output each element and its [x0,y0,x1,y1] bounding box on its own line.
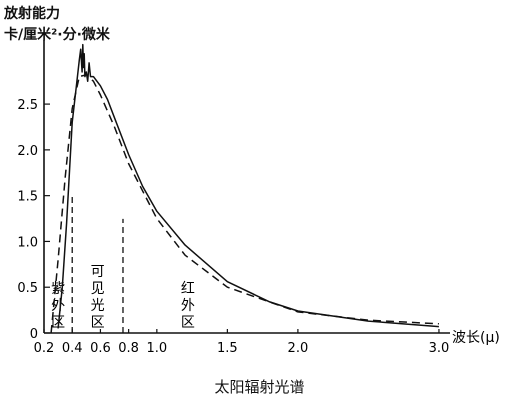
y-tick-label: 0 [30,327,38,342]
y-axis-label-line2: 卡/厘米²·分·微米 [4,27,110,43]
y-axis-label-line1: 放射能力 [4,6,60,22]
series-line-dashed [50,74,439,334]
region-label: 可见光区 [91,264,105,331]
y-tick-label: 2.0 [17,144,38,159]
x-tick-label: 0.8 [118,341,139,356]
x-tick-label: 0.6 [90,341,111,356]
y-tick-label: 1.0 [17,235,38,250]
x-tick-label: 2.0 [288,341,309,356]
series-line-solid [57,43,439,329]
spectrum-chart: 0 0.5 1.0 1.5 2.0 2.5 0.2 0.4 0.6 0.8 1.0 1.5 2.0 3.0… [17,40,500,356]
y-tick-label: 1.5 [17,190,38,205]
chart-title: 太阳辐射光谱 [214,378,305,396]
x-tick-label: 1.0 [146,341,167,356]
x-tick-label: 1.5 [217,341,238,356]
x-tick-label: 0.2 [34,341,55,356]
x-tick-label: 0.4 [62,341,83,356]
x-axis-label: 波长(μ) [452,330,500,346]
y-tick-label: 2.5 [17,98,38,113]
y-tick-label: 0.5 [17,281,38,296]
x-tick-label: 3.0 [429,341,450,356]
region-label: 红外区 [181,281,195,331]
